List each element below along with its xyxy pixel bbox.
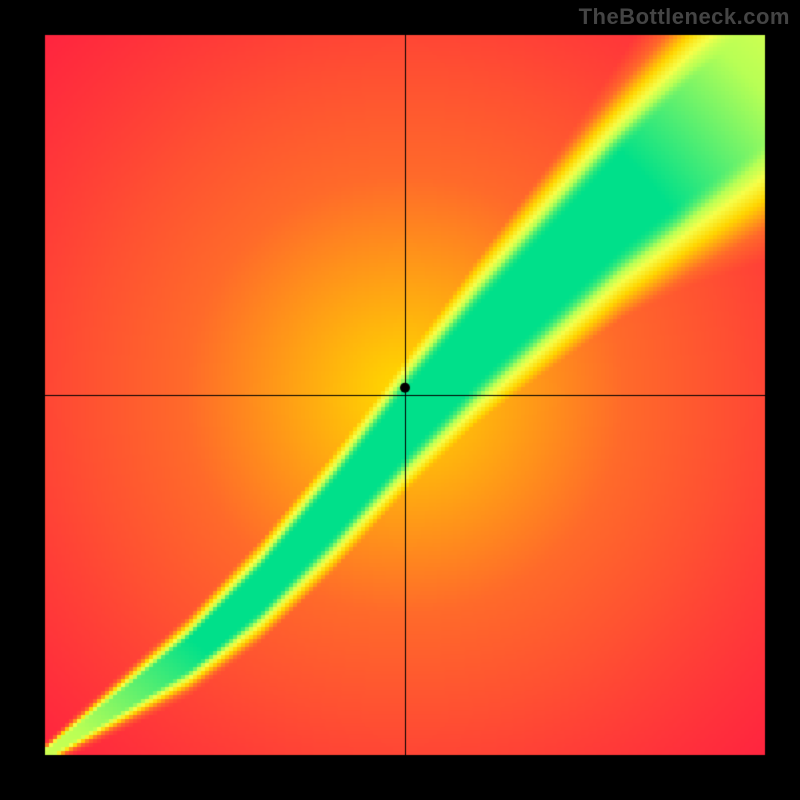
bottleneck-heatmap: [0, 0, 800, 800]
watermark-text: TheBottleneck.com: [579, 4, 790, 30]
chart-container: TheBottleneck.com: [0, 0, 800, 800]
